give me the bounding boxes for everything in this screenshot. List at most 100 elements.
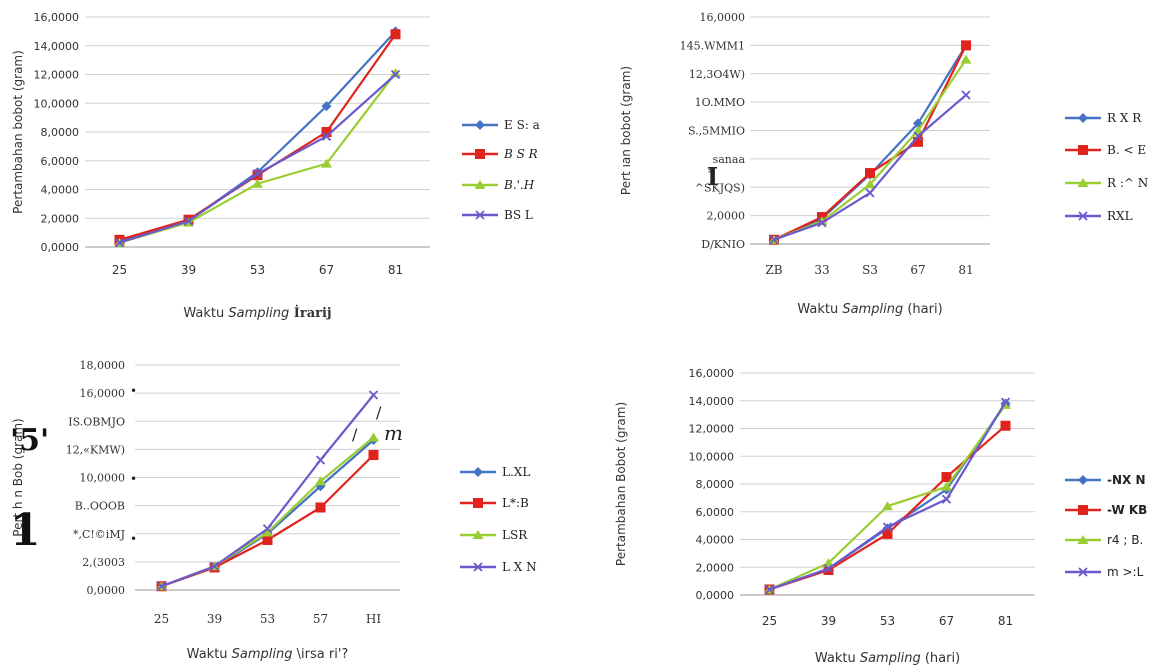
series-4: [114, 69, 401, 248]
legend-item: B.'.H: [462, 178, 535, 192]
data-point: [315, 455, 326, 465]
legend-marker: [473, 498, 483, 508]
series-line: [161, 436, 375, 588]
series-line: [161, 394, 375, 588]
data-point: [252, 170, 263, 181]
x-tick-label: 33: [814, 263, 829, 277]
legend-item: R :^ N: [1065, 176, 1148, 190]
series-line: [773, 58, 967, 241]
x-axis-label-part: Waktu: [797, 302, 842, 317]
y-tick-label: 8,0000: [41, 126, 80, 139]
y-tick-label: 12,3O4W): [689, 68, 745, 81]
data-point: [315, 502, 326, 513]
y-axis-label-part: Pert: [619, 171, 633, 195]
x-tick-label: 53: [260, 612, 275, 626]
x-axis-label-part: Sampling: [228, 306, 289, 321]
data-point: [321, 158, 332, 168]
stray-glyph: I: [707, 162, 718, 191]
chart-2: D/KNIO 2,0000 ^SKJQS) sanaa S.,5MMIO 1O.MMO 12…: [619, 11, 1148, 317]
x-tick-label: 25: [154, 612, 169, 626]
data-point: [1000, 397, 1011, 407]
x-tick-label: 53: [880, 614, 895, 628]
series-line: [769, 401, 1007, 591]
legend-item: E S: a: [462, 118, 540, 132]
chart-panel-1: 0,0000 2,0000 4,0000 6,0000 8,0000 10,0000 12,…: [0, 0, 580, 330]
x-axis-label: Waktu Sampling (hari): [797, 302, 942, 317]
data-point: [882, 528, 893, 539]
chart-3: 0,0000 2,(3003 *,C!©iMJ B..OOOB 10,0000 12,«K…: [10, 359, 537, 662]
legend-label: L.XL: [502, 465, 530, 479]
legend-item: R X R: [1065, 111, 1142, 125]
series-1: [764, 398, 1011, 595]
x-tick-label: 67: [319, 263, 334, 277]
x-tick-label: HI: [366, 612, 381, 626]
y-tick-label: 0,0000: [41, 241, 80, 254]
legend-label: L X N: [502, 560, 537, 574]
series-line: [119, 33, 397, 241]
x-tick-label: 67: [939, 614, 954, 628]
x-axis-label-part: Waktu: [187, 647, 232, 662]
series-3: [156, 432, 379, 591]
legend-marker: [472, 530, 484, 539]
y-tick-label: 145.WMM1: [680, 39, 745, 52]
x-axis-label-part: Sampling: [842, 302, 903, 317]
data-point: [913, 136, 923, 147]
legend-marker: [1077, 535, 1089, 544]
y-tick-label: 1O.MMO: [695, 96, 745, 109]
y-tick-label: 4,0000: [41, 184, 80, 197]
stray-slash: /: [352, 425, 358, 444]
x-tick-label: 39: [181, 263, 196, 277]
y-tick-label: 0,0000: [87, 584, 126, 597]
data-point: [882, 501, 893, 511]
legend-item: r4 ; B.: [1065, 533, 1143, 547]
legend-item: -NX N: [1065, 473, 1146, 487]
legend-label: B. < E: [1107, 143, 1146, 157]
series-line: [773, 44, 967, 241]
y-axis-label-part: ıan: [619, 149, 633, 171]
legend-label: -W KB: [1107, 503, 1147, 517]
series-line: [773, 44, 967, 241]
series-line: [119, 30, 397, 243]
y-axis-label-part: Pert: [11, 513, 25, 537]
data-point: [183, 216, 194, 226]
data-point: [941, 472, 952, 483]
y-tick-label: 12,0000: [34, 69, 80, 82]
legend-item: L.XL: [460, 465, 530, 479]
y-tick-label: 6,0000: [696, 506, 735, 519]
legend-marker: [475, 210, 485, 220]
data-point: [823, 565, 834, 576]
series-line: [769, 402, 1007, 591]
legend-item: L*:B: [460, 496, 529, 510]
legend-marker: [1078, 567, 1088, 577]
legend-label: E S: a: [504, 118, 540, 132]
data-point: [941, 481, 952, 491]
x-tick-label: 25: [112, 263, 127, 277]
y-tick-label: 14,0000: [34, 40, 80, 53]
x-tick-label: 81: [998, 614, 1013, 628]
series-4: [156, 390, 379, 591]
series-4: [764, 397, 1011, 595]
y-axis-label: Pert h n Bob (gram): [11, 418, 25, 536]
y-tick-label: 10,0000: [689, 450, 735, 463]
data-point: [817, 218, 827, 228]
stray-asterisk: *: [708, 166, 715, 182]
y-axis-label: Pert ıan bobot (gram): [619, 66, 633, 195]
legend-marker: [474, 180, 486, 189]
data-point: [321, 101, 332, 112]
x-axis-label: Waktu Sampling İrarij: [183, 305, 331, 321]
legend-item: BS L: [462, 208, 533, 222]
legend-label: B S R: [503, 147, 538, 161]
series-2: [156, 450, 379, 592]
data-point: [882, 522, 893, 532]
y-tick-label: 16,0000: [689, 367, 735, 380]
stray-slash: /: [376, 403, 382, 422]
y-tick-label: 2,0000: [41, 212, 80, 225]
data-point: [262, 524, 273, 534]
series-1: [114, 26, 401, 247]
series-line: [161, 454, 375, 588]
legend-item: RXL: [1065, 209, 1133, 223]
y-axis-label: Pertambahan bobot (gram): [11, 50, 25, 214]
series-2: [114, 29, 401, 245]
data-point: [960, 54, 972, 64]
x-tick-label: 39: [207, 612, 222, 626]
